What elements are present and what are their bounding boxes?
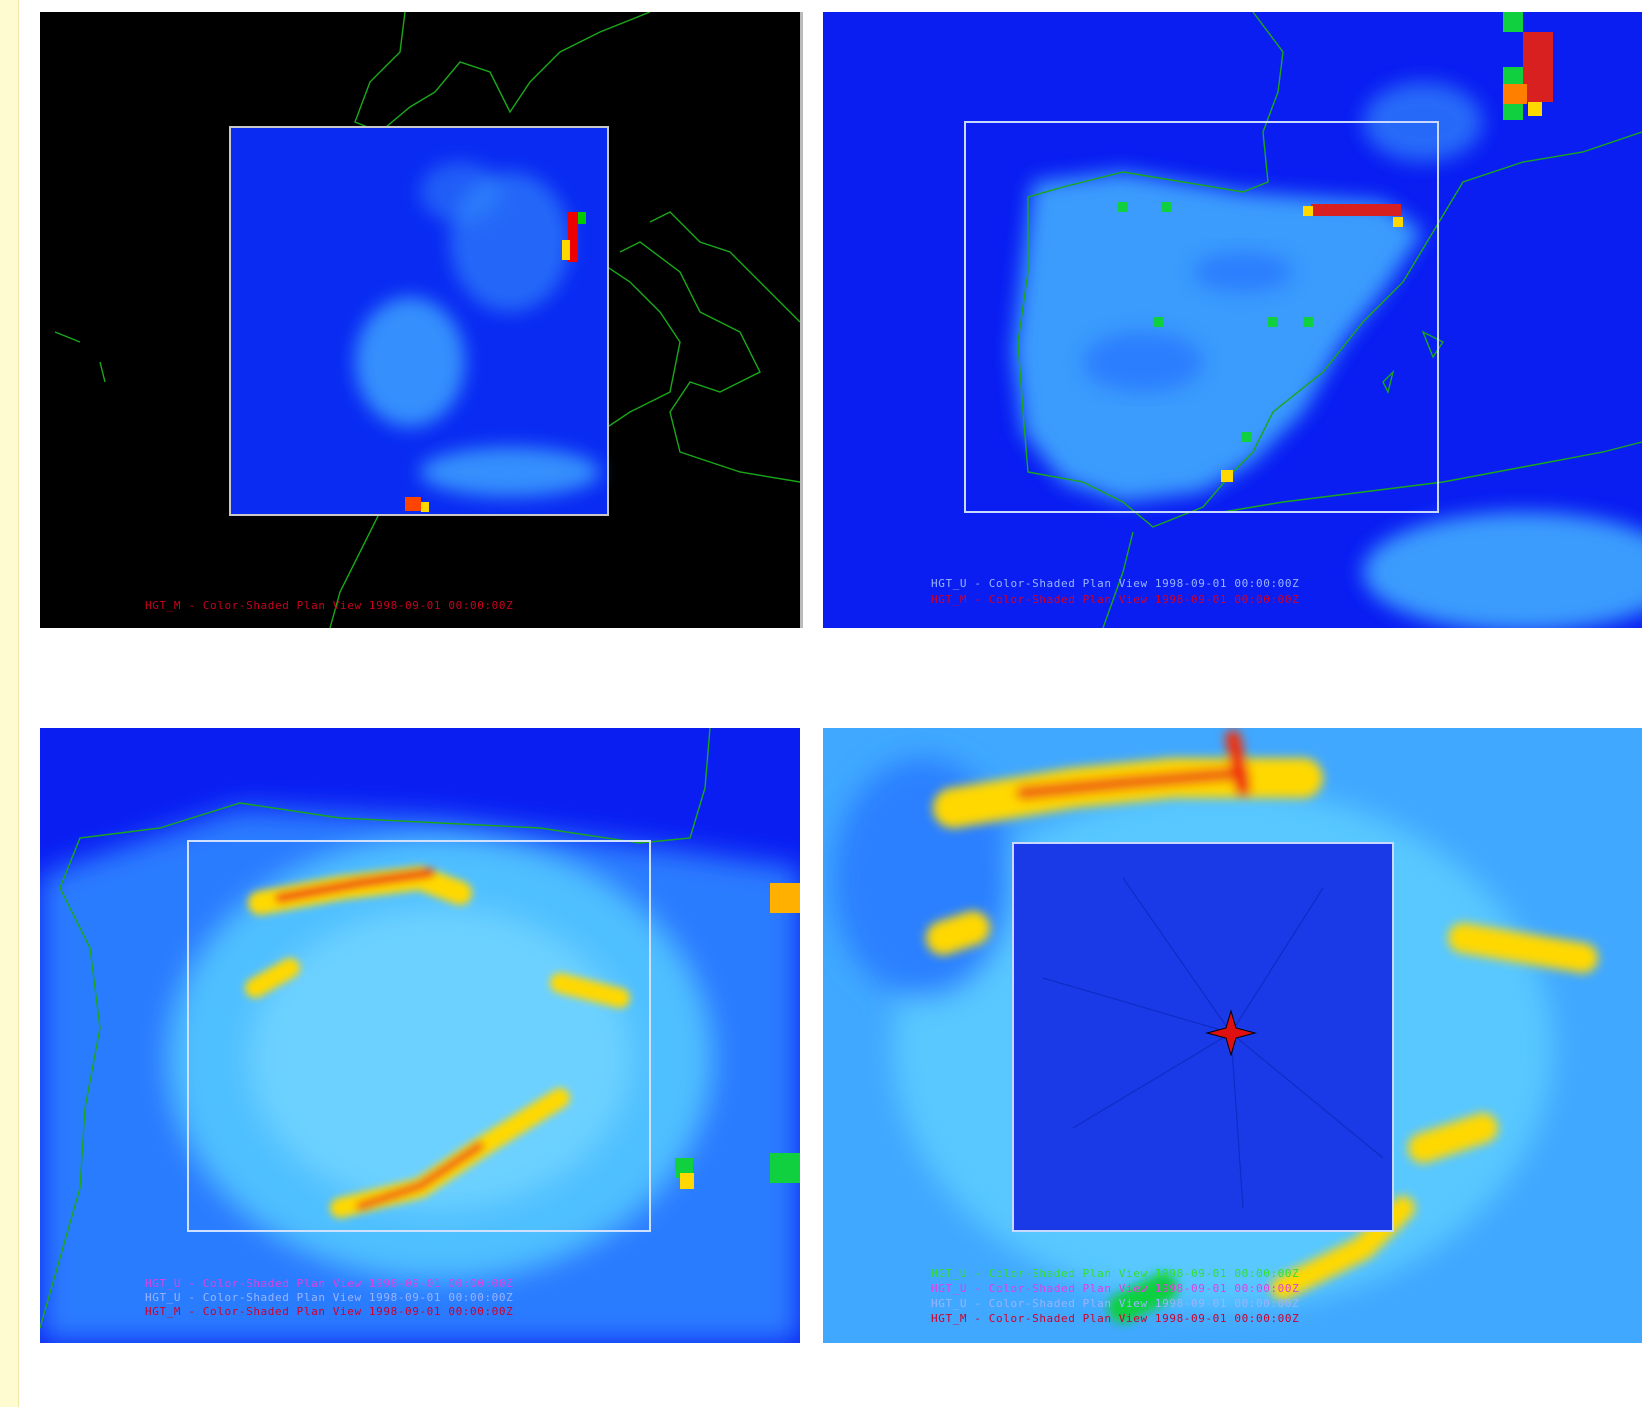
page: HGT_M - Color-Shaded Plan View 1998-09-0…: [0, 0, 1642, 1407]
side-strip: [0, 0, 19, 1407]
caption: HGT_U - Color-Shaded Plan View 1998-09-0…: [145, 1277, 513, 1290]
caption: HGT_M - Color-Shaded Plan View 1998-09-0…: [931, 1312, 1299, 1325]
map: HGT_U - Color-Shaded Plan View 1998-09-0…: [40, 728, 800, 1343]
caption: HGT_U - Color-Shaded Plan View 1998-09-0…: [931, 1267, 1299, 1280]
map: HGT_M - Color-Shaded Plan View 1998-09-0…: [40, 12, 800, 628]
map: HGT_U - Color-Shaded Plan View 1998-09-0…: [823, 12, 1642, 628]
caption: HGT_U - Color-Shaded Plan View 1998-09-0…: [145, 1291, 513, 1304]
caption: HGT_M - Color-Shaded Plan View 1998-09-0…: [145, 1305, 513, 1318]
caption: HGT_U - Color-Shaded Plan View 1998-09-0…: [931, 577, 1299, 590]
caption: HGT_M - Color-Shaded Plan View 1998-09-0…: [931, 593, 1299, 606]
map-panel: HGT_M - Color-Shaded Plan View 1998-09-0…: [40, 12, 803, 628]
map: HGT_U - Color-Shaded Plan View 1998-09-0…: [823, 728, 1642, 1343]
caption: HGT_U - Color-Shaded Plan View 1998-09-0…: [931, 1297, 1299, 1310]
caption: HGT_M - Color-Shaded Plan View 1998-09-0…: [145, 599, 513, 612]
map-panel: HGT_U - Color-Shaded Plan View 1998-09-0…: [823, 12, 1642, 628]
map-panel: HGT_U - Color-Shaded Plan View 1998-09-0…: [823, 728, 1642, 1343]
map-panel: HGT_U - Color-Shaded Plan View 1998-09-0…: [40, 728, 800, 1343]
caption: HGT_U - Color-Shaded Plan View 1998-09-0…: [931, 1282, 1299, 1295]
